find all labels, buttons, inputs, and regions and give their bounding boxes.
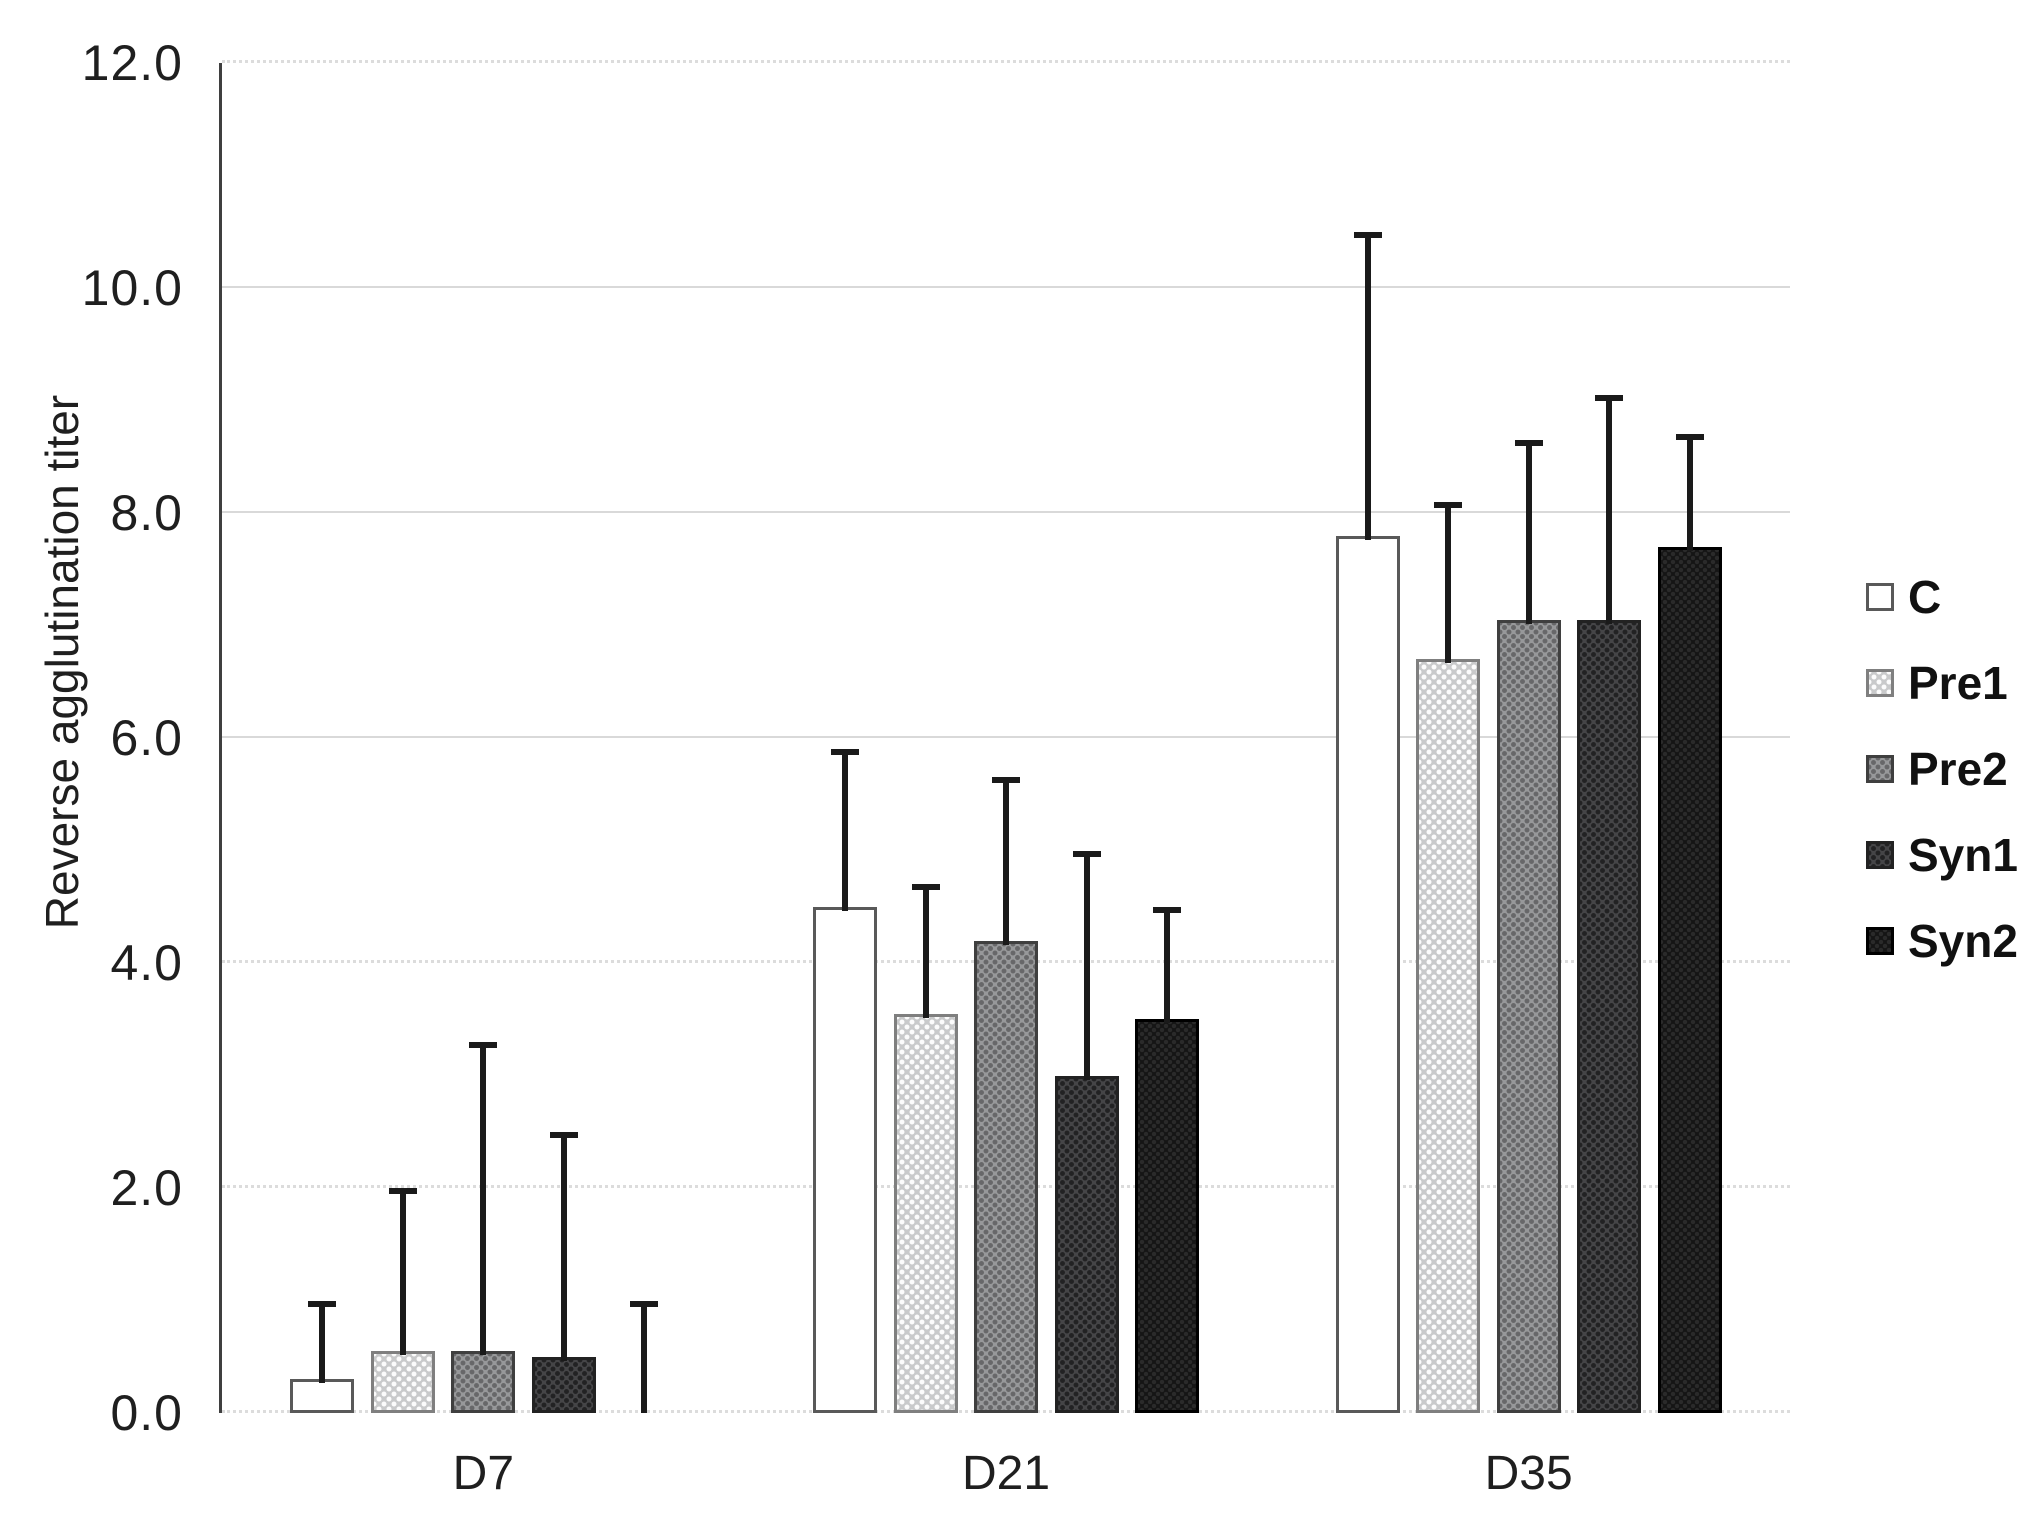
y-tick-label-10.0: 10.0 [81, 260, 183, 316]
legend-item-Syn2: Syn2 [1866, 918, 2018, 964]
bar-Syn1-D35 [1577, 619, 1642, 1413]
bar-Pre1-D35 [1416, 659, 1481, 1413]
error-bar-cap-Syn2-D35 [1675, 434, 1704, 441]
x-category-label-D21: D21 [961, 1447, 1051, 1500]
bar-Syn1-D21 [1054, 1075, 1119, 1413]
legend-label-C: C [1908, 571, 1942, 623]
error-bar-cap-Pre2-D35 [1514, 439, 1543, 446]
error-bar-line-Syn1-D21 [1083, 850, 1090, 1080]
error-bar-line-Pre1-D21 [922, 884, 929, 1018]
error-bar-line-C-D21 [842, 749, 848, 911]
error-bar-cap-Syn2-D21 [1153, 906, 1181, 913]
x-category-label-D35: D35 [1484, 1447, 1573, 1500]
error-bar-line-Syn2-D7 [641, 1300, 648, 1413]
gridline-10 [222, 286, 1790, 288]
legend-item-Syn1: Syn1 [1866, 832, 2018, 878]
error-bar-line-C-D7 [319, 1300, 326, 1384]
y-axis-line [219, 63, 222, 1413]
error-bar-line-Syn1-D7 [560, 1131, 567, 1361]
legend-swatch-Pre1 [1866, 669, 1894, 697]
error-bar-line-Syn2-D21 [1164, 906, 1170, 1024]
error-bar-line-Pre2-D35 [1525, 439, 1532, 624]
legend-item-Pre1: Pre1 [1866, 660, 2018, 706]
bar-C-D7 [290, 1379, 355, 1413]
bar-Pre2-D7 [451, 1351, 516, 1413]
error-bar-line-Pre2-D7 [480, 1041, 487, 1356]
error-bar-cap-Pre1-D35 [1434, 501, 1463, 508]
legend-label-Syn2: Syn2 [1908, 915, 2018, 967]
legend-item-Pre2: Pre2 [1866, 746, 2018, 792]
bar-C-D35 [1335, 535, 1400, 1413]
error-bar-line-Pre2-D21 [1003, 777, 1009, 945]
y-tick-label-0.0: 0.0 [110, 1385, 183, 1441]
plot-area [219, 60, 1790, 1413]
legend-swatch-Pre2 [1866, 755, 1894, 783]
y-tick-label-4.0: 4.0 [110, 935, 183, 991]
legend-label-Pre1: Pre1 [1908, 657, 2008, 709]
error-bar-line-Pre1-D7 [399, 1188, 406, 1356]
bar-Pre2-D35 [1496, 619, 1561, 1413]
bar-C-D21 [813, 906, 877, 1413]
error-bar-cap-Syn1-D35 [1595, 394, 1624, 401]
gridline-6 [222, 736, 1790, 738]
error-bar-cap-Syn2-D7 [630, 1300, 659, 1307]
y-axis-title: Reverse agglutination titer [36, 394, 88, 930]
error-bar-cap-Pre2-D7 [469, 1041, 498, 1048]
error-bar-line-Syn2-D35 [1686, 434, 1693, 551]
error-bar-line-Pre1-D35 [1445, 501, 1452, 664]
bar-Pre1-D21 [893, 1013, 958, 1413]
gridline-12 [222, 60, 1790, 63]
error-bar-line-C-D35 [1364, 231, 1371, 540]
legend-swatch-C [1866, 583, 1894, 611]
legend-label-Pre2: Pre2 [1908, 743, 2008, 795]
y-tick-label-2.0: 2.0 [110, 1160, 183, 1216]
error-bar-cap-C-D35 [1353, 231, 1382, 238]
gridline-8 [222, 511, 1790, 513]
legend-swatch-Syn1 [1866, 841, 1894, 869]
x-category-label-D7: D7 [452, 1447, 515, 1500]
bar-Pre1-D7 [370, 1351, 435, 1413]
bar-Syn1-D7 [531, 1356, 596, 1413]
bar-Syn2-D35 [1657, 546, 1722, 1413]
error-bar-cap-Pre1-D21 [911, 884, 940, 891]
bar-Syn2-D21 [1135, 1019, 1199, 1413]
error-bar-cap-Pre1-D7 [388, 1188, 417, 1194]
error-bar-cap-Pre2-D21 [992, 777, 1020, 784]
legend-swatch-Syn2 [1866, 927, 1894, 955]
legend: C Pre1 Pre2 Syn1 Syn2 [1866, 574, 2018, 1012]
bar-Pre2-D21 [974, 940, 1038, 1413]
y-tick-label-8.0: 8.0 [110, 485, 183, 541]
error-bar-cap-Syn1-D7 [549, 1131, 578, 1138]
error-bar-cap-C-D21 [831, 749, 859, 756]
error-bar-cap-C-D7 [308, 1300, 337, 1307]
error-bar-cap-Syn1-D21 [1072, 850, 1101, 857]
y-tick-label-12.0: 12.0 [81, 35, 183, 91]
legend-item-C: C [1866, 574, 2018, 620]
legend-label-Syn1: Syn1 [1908, 829, 2018, 881]
error-bar-line-Syn1-D35 [1606, 394, 1613, 624]
y-tick-label-6.0: 6.0 [110, 710, 183, 766]
